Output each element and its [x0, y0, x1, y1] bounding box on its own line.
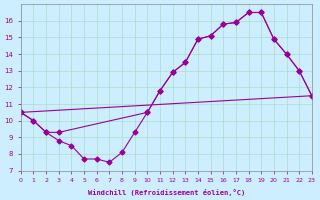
X-axis label: Windchill (Refroidissement éolien,°C): Windchill (Refroidissement éolien,°C)	[88, 189, 245, 196]
